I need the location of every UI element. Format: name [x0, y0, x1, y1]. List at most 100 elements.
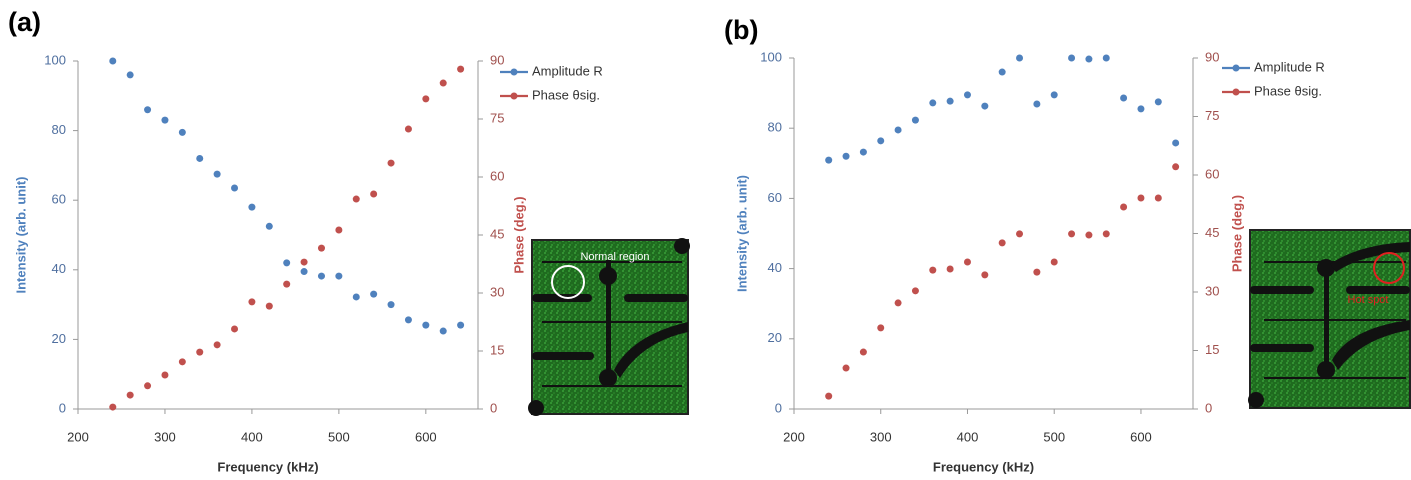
y2-tick-label: 0	[1205, 400, 1212, 415]
data-point	[1033, 100, 1041, 108]
data-point	[946, 97, 954, 105]
data-point	[370, 190, 378, 198]
y2-tick-label: 15	[490, 342, 504, 357]
legend-label: Amplitude R	[532, 63, 603, 78]
data-point	[911, 287, 919, 295]
data-point	[1068, 54, 1076, 62]
legend-marker	[510, 92, 518, 100]
data-point	[439, 79, 447, 87]
y2-tick-label: 60	[490, 168, 504, 183]
data-point	[929, 266, 937, 274]
data-point	[859, 348, 867, 356]
data-point	[422, 321, 430, 329]
y2-tick-label: 75	[490, 110, 504, 125]
data-point	[196, 154, 204, 162]
data-point	[1068, 230, 1076, 238]
data-point	[1137, 194, 1145, 202]
data-point	[1102, 54, 1110, 62]
data-point	[404, 125, 412, 133]
y-tick-label: 80	[52, 122, 66, 137]
y-tick-label: 60	[768, 190, 782, 205]
x-axis-title: Frequency (kHz)	[933, 459, 1034, 474]
y2-tick-label: 15	[1205, 342, 1219, 357]
data-point	[1050, 91, 1058, 99]
legend-marker	[1232, 64, 1240, 72]
x-tick-label: 600	[1130, 429, 1152, 444]
y-tick-label: 60	[52, 192, 66, 207]
y-tick-label: 40	[52, 261, 66, 276]
y2-tick-label: 75	[1205, 108, 1219, 123]
data-point	[144, 106, 152, 114]
data-point	[317, 272, 325, 280]
y2-tick-label: 90	[490, 52, 504, 67]
data-point	[457, 321, 465, 329]
data-point	[335, 272, 343, 280]
inset-annotation: Hot spot	[1348, 294, 1389, 306]
y2-tick-label: 0	[490, 400, 497, 415]
data-point	[352, 293, 360, 301]
x-tick-label: 300	[154, 429, 176, 444]
data-point	[300, 258, 308, 266]
data-point	[213, 170, 221, 178]
data-point	[946, 265, 954, 273]
data-point	[231, 325, 239, 333]
legend-label: Phase θsig.	[1254, 83, 1322, 98]
x-axis-title: Frequency (kHz)	[217, 459, 318, 474]
y-tick-label: 100	[760, 49, 782, 64]
data-point	[825, 392, 833, 400]
x-tick-label: 600	[415, 429, 437, 444]
y2-axis-title: Phase (deg.)	[511, 196, 526, 273]
legend-label: Amplitude R	[1254, 59, 1325, 74]
data-point	[196, 348, 204, 356]
data-point	[370, 290, 378, 298]
legend-marker	[510, 68, 518, 76]
data-point	[1085, 231, 1093, 239]
data-point	[842, 364, 850, 372]
data-point	[1137, 105, 1145, 113]
y-tick-label: 100	[44, 52, 66, 67]
x-tick-label: 500	[1043, 429, 1065, 444]
data-point	[231, 184, 239, 192]
data-point	[178, 358, 186, 366]
y2-tick-label: 45	[490, 226, 504, 241]
data-point	[911, 116, 919, 124]
y-axis-title: Intensity (arb. unit)	[13, 177, 28, 294]
x-tick-label: 300	[870, 429, 892, 444]
data-point	[248, 203, 256, 211]
data-point	[1016, 54, 1024, 62]
data-point	[894, 126, 902, 134]
data-point	[929, 99, 937, 107]
y-tick-label: 0	[775, 400, 782, 415]
data-point	[842, 152, 850, 160]
data-point	[998, 239, 1006, 247]
data-point	[1102, 230, 1110, 238]
data-point	[877, 137, 885, 145]
data-point	[894, 299, 902, 307]
y-tick-label: 0	[59, 400, 66, 415]
data-point	[283, 280, 291, 288]
y-tick-label: 20	[768, 330, 782, 345]
y2-axis-title: Phase (deg.)	[1229, 195, 1244, 272]
inset-annotation: Normal region	[580, 251, 649, 263]
data-point	[859, 148, 867, 156]
data-point	[963, 258, 971, 266]
inset-image	[1248, 229, 1411, 409]
y-tick-label: 20	[52, 331, 66, 346]
y-tick-label: 80	[768, 120, 782, 135]
data-point	[387, 301, 395, 309]
data-point	[439, 327, 447, 335]
data-point	[1120, 203, 1128, 211]
legend-label: Phase θsig.	[532, 87, 600, 102]
data-point	[387, 159, 395, 167]
data-point	[109, 403, 117, 411]
inset-image	[528, 238, 690, 416]
data-point	[335, 226, 343, 234]
y2-tick-label: 30	[490, 284, 504, 299]
data-point	[144, 382, 152, 390]
panel-label: (a)	[8, 7, 41, 37]
y2-tick-label: 30	[1205, 283, 1219, 298]
data-point	[213, 341, 221, 349]
x-tick-label: 400	[957, 429, 979, 444]
data-point	[963, 91, 971, 99]
